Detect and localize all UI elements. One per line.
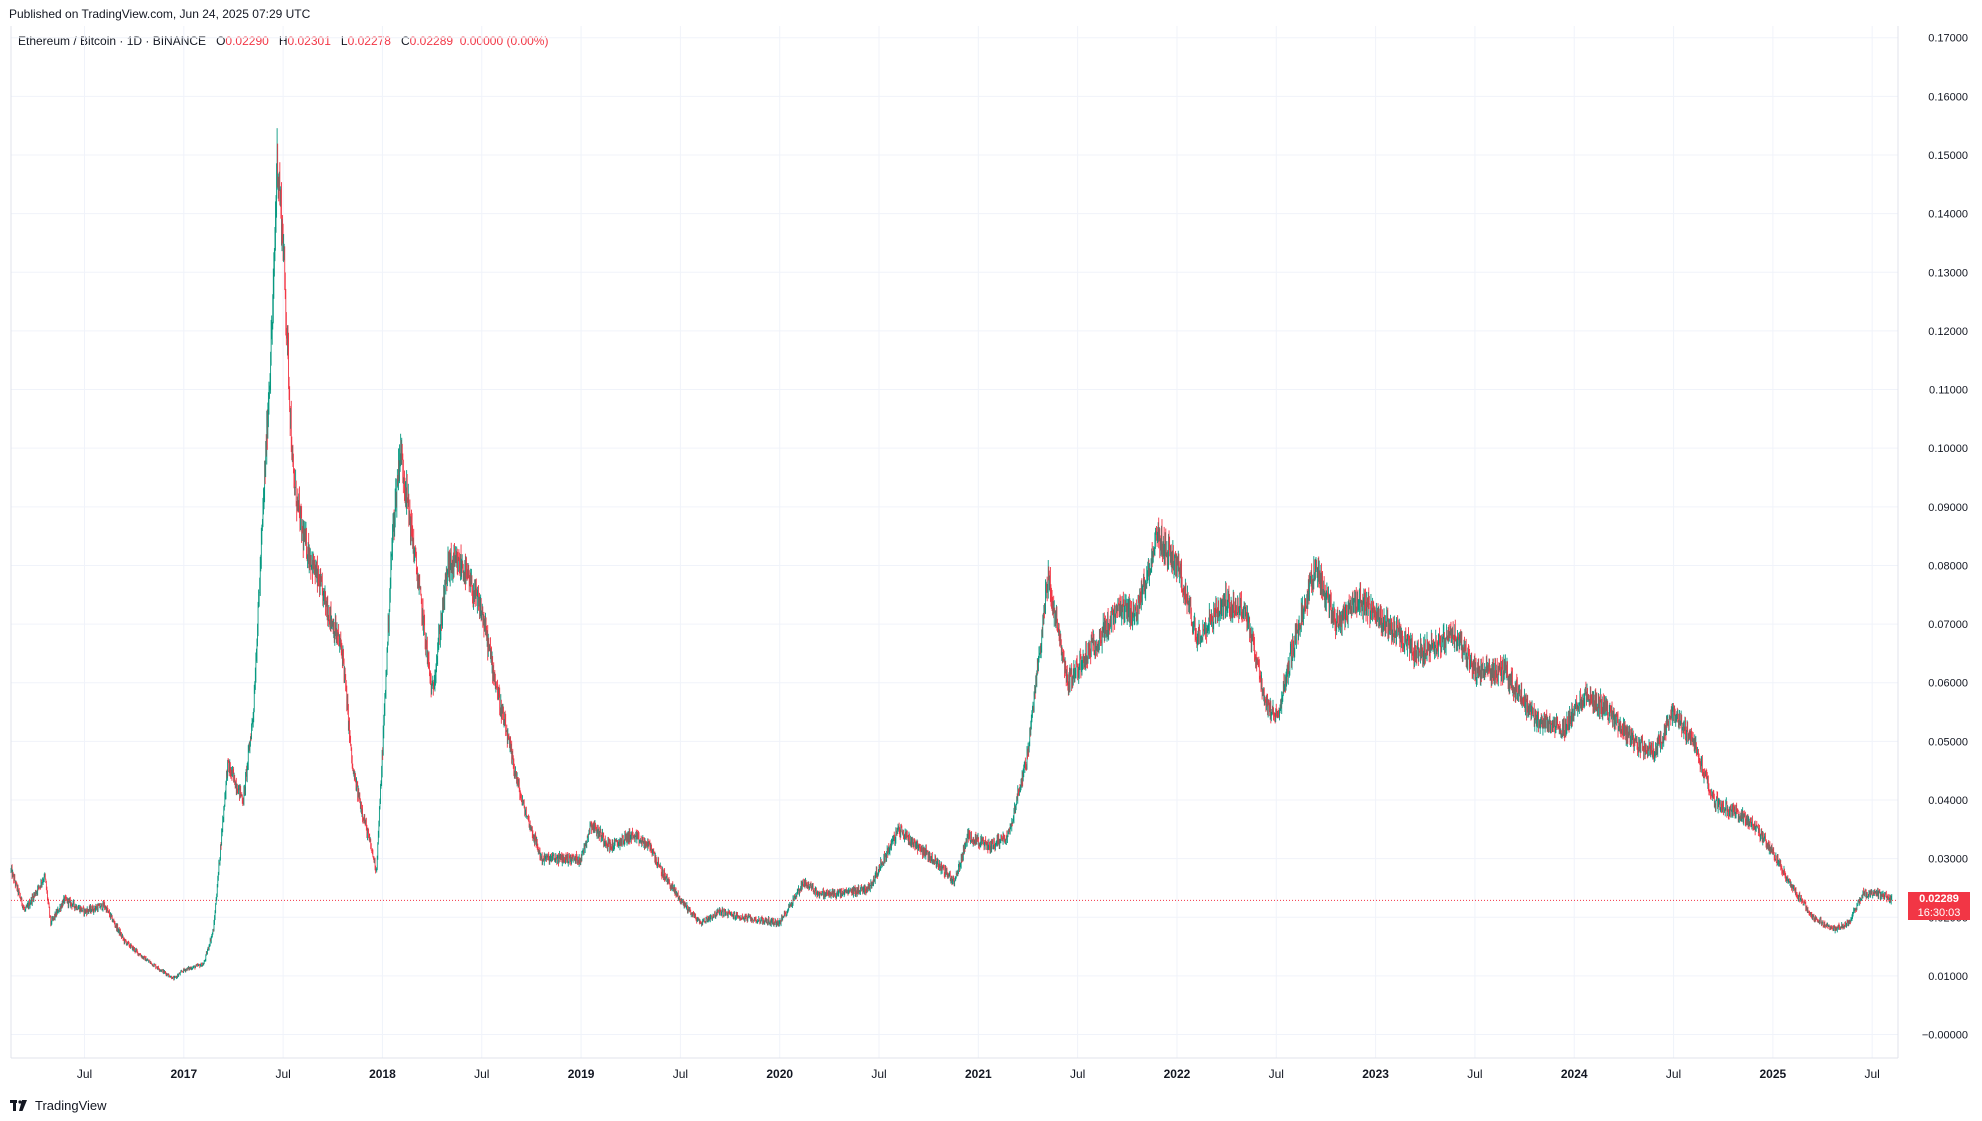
y-tick-label: 0.09000 <box>1928 502 1968 514</box>
y-tick-label: 0.03000 <box>1928 854 1968 866</box>
price-axis[interactable]: 0.17000 0.16000 0.15000 0.14000 0.13000 0.120… <box>1922 33 1968 1042</box>
x-tick-label: 2023 <box>1362 1067 1389 1081</box>
x-tick-label: 2022 <box>1164 1067 1191 1081</box>
last-price-tag: 0.02289 16:30:03 <box>1908 892 1970 921</box>
last-price-value: 0.02289 <box>1919 893 1959 906</box>
x-tick-label: 2019 <box>568 1067 595 1081</box>
y-tick-label: 0.17000 <box>1928 33 1968 45</box>
x-tick-label: Jul <box>1666 1067 1681 1081</box>
y-tick-label: 0.01000 <box>1928 971 1968 983</box>
candles <box>10 128 1893 981</box>
time-axis[interactable]: Jul 2017 Jul 2018 Jul 2019 Jul 2020 Jul 2021 Jul 20… <box>77 1067 1880 1081</box>
brand[interactable]: TradingView <box>10 1098 107 1113</box>
x-tick-label: Jul <box>871 1067 886 1081</box>
x-tick-label: 2018 <box>369 1067 396 1081</box>
y-tick-label: −0.00000 <box>1922 1030 1968 1042</box>
y-tick-label: 0.14000 <box>1928 209 1968 221</box>
x-tick-label: Jul <box>1070 1067 1085 1081</box>
x-tick-label: 2024 <box>1561 1067 1588 1081</box>
bar-countdown: 16:30:03 <box>1917 907 1961 920</box>
y-tick-label: 0.12000 <box>1928 326 1968 338</box>
legend-close-label: C <box>401 34 410 48</box>
y-tick-label: 0.05000 <box>1928 736 1968 748</box>
x-tick-label: Jul <box>474 1067 489 1081</box>
x-tick-label: Jul <box>1467 1067 1482 1081</box>
y-tick-label: 0.15000 <box>1928 150 1968 162</box>
x-tick-label: Jul <box>275 1067 290 1081</box>
x-tick-label: 2017 <box>170 1067 197 1081</box>
y-tick-label: 0.16000 <box>1928 91 1968 103</box>
brand-name: TradingView <box>35 1098 107 1113</box>
chart-grid <box>10 26 1899 1059</box>
x-tick-label: Jul <box>1269 1067 1284 1081</box>
published-caption: Published on TradingView.com, Jun 24, 20… <box>9 7 311 21</box>
x-tick-label: 2025 <box>1760 1067 1787 1081</box>
legend-open-label: O <box>216 34 226 48</box>
x-tick-label: 2021 <box>965 1067 992 1081</box>
y-tick-label: 0.07000 <box>1928 619 1968 631</box>
y-tick-label: 0.04000 <box>1928 795 1968 807</box>
y-tick-label: 0.08000 <box>1928 560 1968 572</box>
y-tick-label: 0.11000 <box>1929 385 1968 397</box>
tradingview-logo-icon <box>10 1099 27 1111</box>
x-tick-label: Jul <box>673 1067 688 1081</box>
y-tick-label: 0.06000 <box>1928 678 1968 690</box>
x-tick-label: 2020 <box>766 1067 793 1081</box>
legend-low-label: L <box>340 34 348 48</box>
y-tick-label: 0.13000 <box>1928 267 1968 279</box>
y-tick-label: 0.10000 <box>1928 443 1968 455</box>
top-bar: Published on TradingView.com, Jun 24, 20… <box>0 0 1982 26</box>
x-tick-label: Jul <box>77 1067 92 1081</box>
x-tick-label: Jul <box>1865 1067 1880 1081</box>
